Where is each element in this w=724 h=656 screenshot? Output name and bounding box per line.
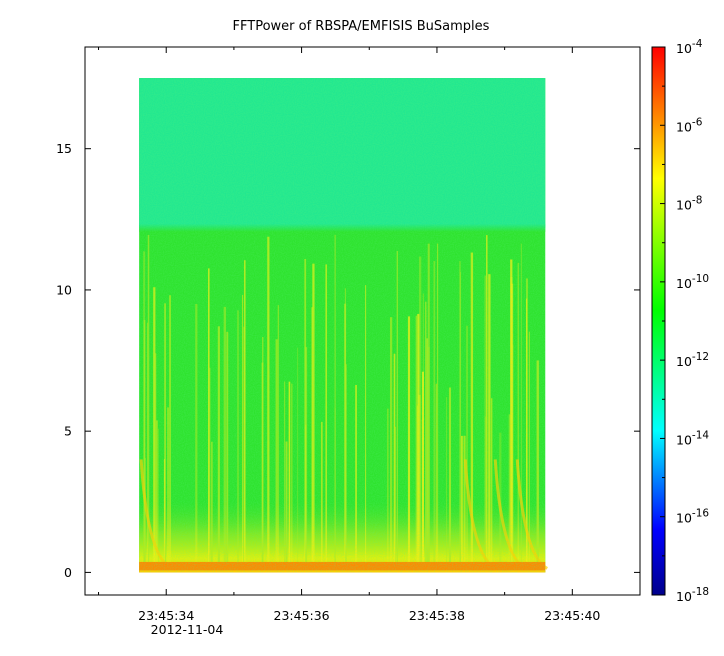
x-tick-label: 23:45:34 bbox=[138, 608, 194, 623]
heatmap-noise-texture bbox=[139, 78, 546, 573]
colorbar-tick-label: 10-14 bbox=[676, 429, 709, 447]
x-axis-date-label: 2012-11-04 bbox=[151, 622, 224, 637]
x-axis: 23:45:34 23:45:36 23:45:38 23:45:40 bbox=[98, 47, 641, 623]
colorbar-axis: 10-4 10-6 10-8 10-10 10-12 10-14 10-16 10-18 bbox=[660, 38, 709, 604]
y-tick-label: 10 bbox=[56, 282, 72, 297]
spectrogram-heatmap bbox=[139, 78, 549, 573]
y-tick-label: 0 bbox=[64, 565, 72, 580]
x-tick-label: 23:45:36 bbox=[274, 608, 330, 623]
colorbar-tick-label: 10-18 bbox=[676, 586, 709, 604]
x-tick-label: 23:45:38 bbox=[409, 608, 465, 623]
colorbar-tick-label: 10-6 bbox=[676, 116, 703, 134]
colorbar-tick-label: 10-12 bbox=[676, 351, 709, 369]
colorbar-tick-label: 10-16 bbox=[676, 508, 709, 526]
colorbar-tick-label: 10-10 bbox=[676, 273, 709, 291]
colorbar-tick-label: 10-4 bbox=[676, 38, 703, 56]
y-tick-label: 5 bbox=[64, 424, 72, 439]
colorbar-tick-label: 10-8 bbox=[676, 195, 702, 213]
x-tick-label: 23:45:40 bbox=[544, 608, 600, 623]
y-tick-label: 15 bbox=[56, 141, 72, 156]
chart-title: FFTPower of RBSPA/EMFISIS BuSamples bbox=[233, 19, 490, 34]
y-axis: 0 5 10 15 bbox=[56, 141, 640, 580]
